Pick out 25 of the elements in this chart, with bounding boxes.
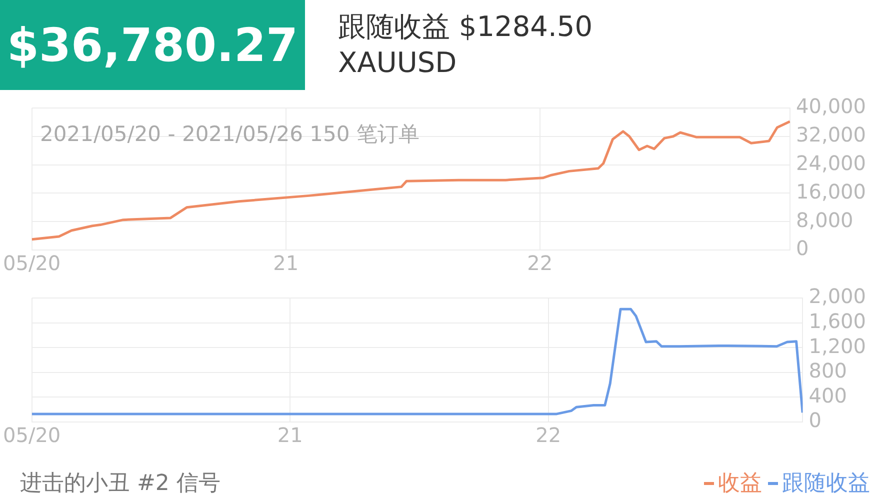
x-tick-label: 21 <box>273 251 299 276</box>
y-tick-label: 0 <box>796 236 809 260</box>
y-tick-label: 24,000 <box>796 151 866 176</box>
x-tick-label: 22 <box>536 423 562 448</box>
y-tick-label: 16,000 <box>796 179 866 204</box>
y-tick-label: 1,600 <box>808 309 866 334</box>
y-tick-label: 8,000 <box>796 208 854 232</box>
legend-label: 收益 <box>718 470 762 498</box>
y-tick-label: 800 <box>808 358 847 383</box>
legend-label: 跟随收益 <box>782 470 870 498</box>
y-tick-label: 40,000 <box>796 94 866 118</box>
y-tick-label: 2,000 <box>808 284 866 308</box>
x-tick-label: 05/20 <box>3 251 61 276</box>
y-tick-label: 32,000 <box>796 122 866 147</box>
chart-subtitle: 跟随收益 $1284.50 <box>338 9 593 45</box>
chart-title: $36,780.27 <box>0 0 305 90</box>
y-tick-label: 1,200 <box>808 334 866 358</box>
y-tick-label: 400 <box>808 383 847 408</box>
x-tick-label: 05/20 <box>3 423 61 448</box>
x-tick-label: 21 <box>277 423 303 448</box>
annotation: 2021/05/20 - 2021/05/26 150 笔订单 <box>40 121 420 148</box>
x-tick-label: 22 <box>527 251 553 276</box>
text: XAUUSD <box>338 46 457 79</box>
text: 进击的小丑 #2 信号 <box>20 470 220 498</box>
y-tick-label: 0 <box>808 408 822 432</box>
